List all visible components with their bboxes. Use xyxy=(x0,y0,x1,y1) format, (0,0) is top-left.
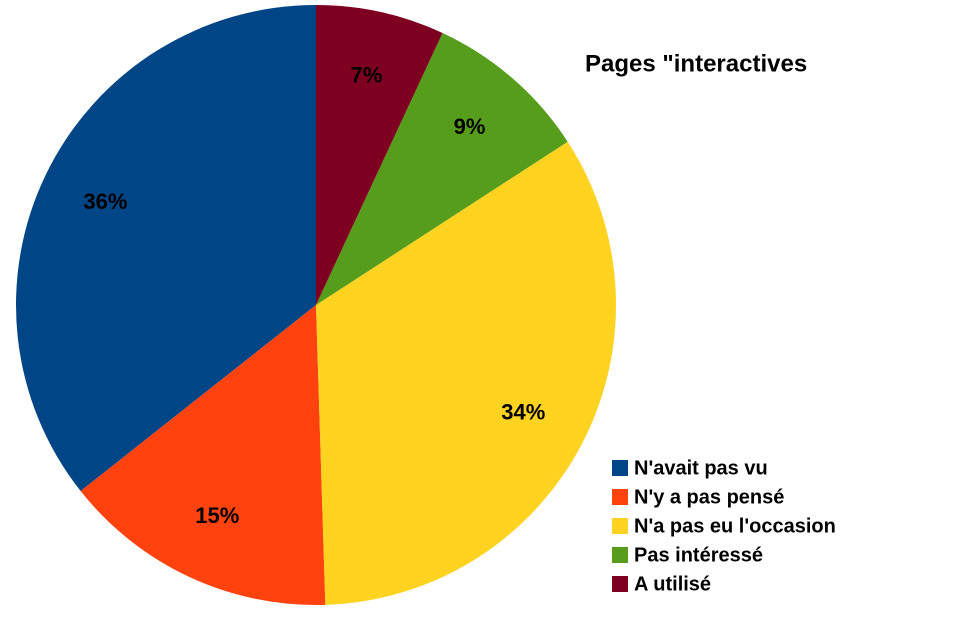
chart-title: Pages "interactives xyxy=(585,50,807,77)
legend-label: Pas intéressé xyxy=(634,544,763,566)
legend-swatch xyxy=(612,518,628,534)
pie-slice xyxy=(316,5,443,305)
legend-swatch xyxy=(612,547,628,563)
legend-swatch xyxy=(612,489,628,505)
legend-label: N'y a pas pensé xyxy=(634,486,784,508)
data-label: 15% xyxy=(195,503,239,528)
legend-label: A utilisé xyxy=(634,573,711,595)
legend-swatch xyxy=(612,460,628,476)
legend-swatch xyxy=(612,576,628,592)
data-label: 36% xyxy=(83,189,127,214)
pie-slice xyxy=(80,305,326,605)
legend-label: N'avait pas vu xyxy=(634,457,768,479)
legend-label: N'a pas eu l'occasion xyxy=(634,515,836,537)
data-label: 7% xyxy=(351,62,383,87)
pie-slice xyxy=(316,141,616,605)
data-label: 9% xyxy=(454,114,486,139)
data-label: 34% xyxy=(501,399,545,424)
pie-slice xyxy=(15,5,316,492)
pie-slice xyxy=(316,32,568,305)
